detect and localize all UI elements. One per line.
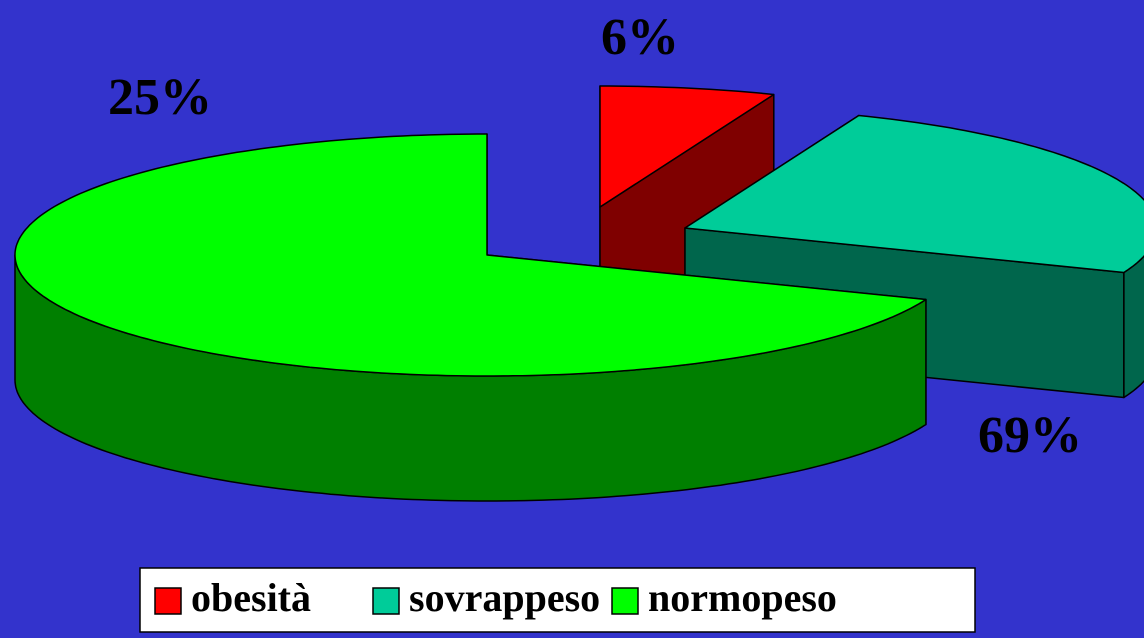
legend-label: obesità bbox=[191, 575, 311, 620]
legend-swatch bbox=[372, 587, 400, 615]
slice bbox=[14, 133, 927, 502]
data-label: 25% bbox=[108, 69, 212, 126]
legend-box bbox=[139, 567, 976, 633]
legend-swatch bbox=[611, 587, 639, 615]
slice-rim bbox=[1123, 255, 1144, 399]
legend-label: normopeso bbox=[648, 575, 837, 620]
legend-swatch bbox=[154, 587, 182, 615]
legend-label: sovrappeso bbox=[409, 575, 600, 620]
slice-top bbox=[684, 114, 1144, 274]
data-label: 6% bbox=[601, 9, 679, 66]
slice-top bbox=[599, 85, 775, 208]
data-label: 69% bbox=[978, 407, 1082, 464]
slice-top bbox=[14, 133, 927, 377]
